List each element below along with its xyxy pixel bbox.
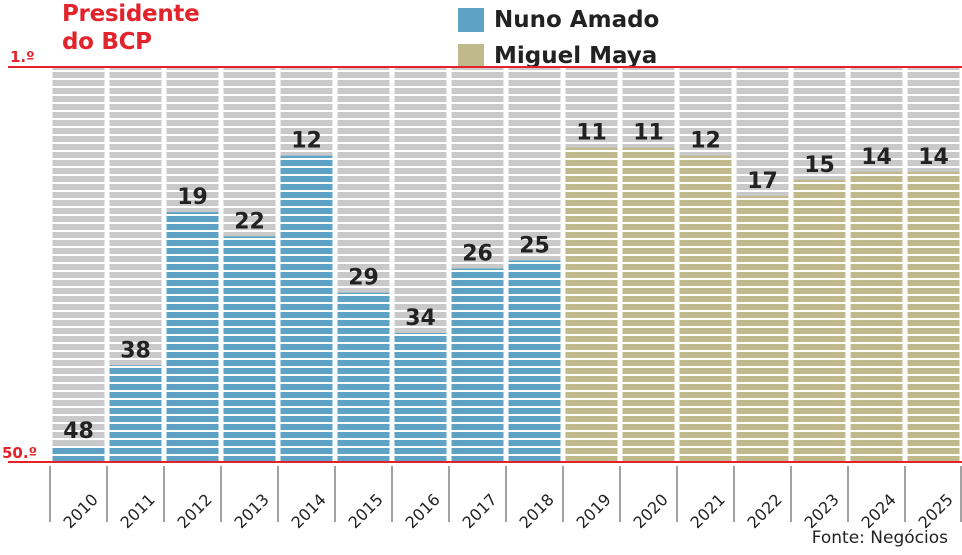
x-tick-label-2013: 2013 xyxy=(230,490,272,532)
x-tick-label-2018: 2018 xyxy=(515,490,557,532)
bar-2010 xyxy=(52,445,105,462)
bar-2020 xyxy=(622,147,675,462)
legend-item-miguel-maya: Miguel Maya xyxy=(458,38,659,74)
data-label-2022: 17 xyxy=(747,169,778,194)
x-tick-label-2025: 2025 xyxy=(914,490,956,532)
bar-2021 xyxy=(679,155,732,462)
bar-background-2010 xyxy=(52,67,105,462)
x-tick-label-2016: 2016 xyxy=(401,490,443,532)
data-label-2016: 34 xyxy=(405,306,436,331)
bar-2024 xyxy=(850,171,903,463)
x-tick-label-2020: 2020 xyxy=(629,490,671,532)
data-label-2021: 12 xyxy=(690,129,721,154)
legend-label-nuno-amado: Nuno Amado xyxy=(494,7,660,33)
bar-2012 xyxy=(166,212,219,462)
bar-2014 xyxy=(280,155,333,462)
data-label-2024: 14 xyxy=(861,145,892,170)
x-tick-label-2014: 2014 xyxy=(287,490,329,532)
title-line-1: Presidente xyxy=(62,1,200,27)
y-axis-top-label: 1.º xyxy=(10,48,35,66)
bar-2022 xyxy=(736,195,789,462)
data-label-2013: 22 xyxy=(234,209,265,234)
data-label-2014: 12 xyxy=(291,129,322,154)
data-label-2023: 15 xyxy=(804,153,835,178)
y-axis-bottom-label: 50.º xyxy=(2,444,37,462)
legend-item-nuno-amado: Nuno Amado xyxy=(458,2,659,38)
x-tick-label-2010: 2010 xyxy=(59,490,101,532)
data-label-2015: 29 xyxy=(348,266,379,291)
bar-2013 xyxy=(223,236,276,462)
legend-label-miguel-maya: Miguel Maya xyxy=(494,43,658,69)
data-label-2017: 26 xyxy=(462,242,493,267)
bar-2019 xyxy=(565,147,618,462)
bar-2018 xyxy=(508,260,561,462)
x-tick-label-2017: 2017 xyxy=(458,490,500,532)
x-tick-label-2011: 2011 xyxy=(116,490,158,532)
bar-2011 xyxy=(109,365,162,462)
data-label-2018: 25 xyxy=(519,233,550,258)
x-tick-label-2019: 2019 xyxy=(572,490,614,532)
data-label-2012: 19 xyxy=(177,185,208,210)
legend: Nuno Amado Miguel Maya xyxy=(458,2,659,74)
data-label-2011: 38 xyxy=(120,338,151,363)
data-label-2025: 14 xyxy=(918,145,949,170)
title-line-2: do BCP xyxy=(62,29,152,55)
bar-2025 xyxy=(907,171,960,463)
x-tick-label-2023: 2023 xyxy=(800,490,842,532)
data-label-2020: 11 xyxy=(633,121,664,146)
bar-2016 xyxy=(394,333,447,462)
bar-2017 xyxy=(451,268,504,462)
x-tick-label-2015: 2015 xyxy=(344,490,386,532)
bar-2015 xyxy=(337,292,390,462)
data-label-2019: 11 xyxy=(576,121,607,146)
legend-swatch-nuno-amado xyxy=(458,8,484,32)
data-label-2010: 48 xyxy=(63,419,94,444)
bar-2023 xyxy=(793,179,846,462)
chart-title: Presidente do BCP xyxy=(62,0,200,56)
x-tick-label-2024: 2024 xyxy=(857,490,899,532)
x-tick-label-2022: 2022 xyxy=(743,490,785,532)
x-tick-label-2012: 2012 xyxy=(173,490,215,532)
legend-swatch-miguel-maya xyxy=(458,44,484,68)
source-note: Fonte: Negócios xyxy=(811,528,948,548)
x-tick-label-2021: 2021 xyxy=(686,490,728,532)
